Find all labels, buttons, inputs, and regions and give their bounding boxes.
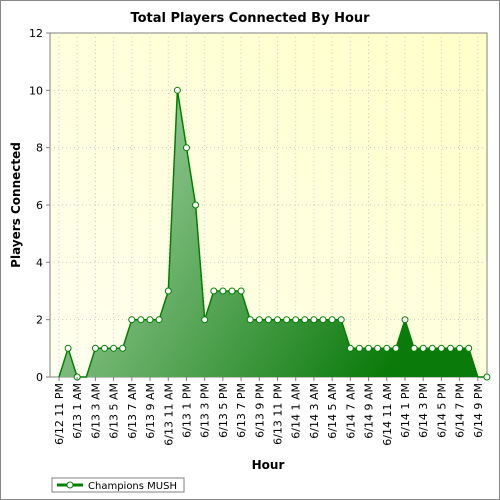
x-tick-label-4: 6/13 7 AM [126,383,139,439]
data-point-39 [410,344,418,352]
x-tick-label-9: 6/13 5 PM [217,383,230,438]
data-point-26 [292,316,300,324]
data-point-7 [119,344,127,352]
y-tick-label-3: 6 [36,199,43,212]
data-point-23 [264,316,272,324]
legend-swatch-marker [66,481,74,489]
y-tick-label-1: 2 [36,314,43,327]
x-tick-label-1: 6/13 1 AM [71,383,84,439]
data-point-14 [183,144,190,152]
x-tick-label-8: 6/13 3 PM [199,383,212,438]
x-tick-label-23: 6/14 9 PM [472,383,485,438]
x-axis: 6/12 11 PM 6/13 1 AM 6/13 3 AM 6/13 5 AM 6/1… [53,377,485,446]
data-point-11 [155,316,163,324]
x-tick-label-14: 6/14 3 AM [308,383,321,439]
data-point-16 [201,316,209,324]
y-tick-label-4: 8 [36,142,43,155]
x-tick-label-20: 6/14 3 PM [417,383,430,438]
data-point-30 [328,316,336,324]
x-tick-label-2: 6/13 3 AM [89,383,102,439]
data-point-27 [301,316,309,324]
x-tick-label-15: 6/14 5 AM [326,383,339,439]
data-point-41 [428,344,436,352]
x-tick-label-21: 6/14 5 PM [435,383,448,438]
data-point-19 [228,287,236,295]
y-tick-label-0: 0 [36,371,43,384]
data-point-28 [310,316,318,324]
data-point-15 [192,201,200,209]
x-tick-label-17: 6/14 9 AM [363,383,376,439]
data-point-33 [355,344,363,352]
x-tick-label-3: 6/13 5 AM [108,383,121,439]
data-point-35 [374,344,382,352]
legend: Champions MUSH [51,477,185,493]
data-point-44 [456,344,464,352]
x-tick-label-13: 6/14 1 AM [290,383,303,439]
data-point-21 [246,316,254,324]
x-tick-label-12: 6/13 11 PM [272,383,285,445]
x-tick-label-16: 6/14 7 AM [344,383,357,439]
x-tick-label-22: 6/14 7 PM [454,383,467,438]
data-point-5 [101,344,108,352]
series-area [59,90,487,378]
data-point-32 [346,344,354,352]
data-point-1 [64,344,72,352]
data-point-9 [137,316,145,324]
data-point-36 [383,344,391,352]
y-tick-label-2: 4 [36,256,43,269]
x-tick-label-10: 6/13 7 PM [235,383,248,438]
legend-entry-champions-mush: Champions MUSH [88,481,177,492]
x-tick-label-6: 6/13 11 AM [162,383,175,446]
data-point-24 [274,316,281,324]
data-point-22 [255,316,263,324]
y-axis-title: Players Connected [9,142,23,268]
x-axis-title: Hour [252,458,285,472]
data-point-38 [401,316,409,324]
data-point-40 [419,344,427,352]
x-tick-label-5: 6/13 9 AM [144,383,157,439]
data-point-12 [164,287,172,295]
data-point-47 [483,373,491,381]
x-tick-label-0: 6/12 11 PM [53,383,66,445]
data-point-37 [392,344,400,352]
data-point-42 [437,344,445,352]
data-point-43 [447,344,454,352]
data-point-31 [337,316,345,324]
data-point-13 [173,86,181,94]
data-point-18 [219,287,227,295]
y-tick-label-5: 10 [29,84,43,97]
data-point-25 [283,316,291,324]
y-axis: 0 2 4 6 8 10 12 [29,27,50,384]
data-point-4 [91,344,99,352]
x-tick-label-18: 6/14 11 AM [381,383,394,446]
x-tick-label-19: 6/14 1 PM [399,383,412,438]
data-point-29 [319,316,327,324]
x-tick-label-11: 6/13 9 PM [253,383,266,438]
series-markers [64,86,491,381]
data-point-45 [465,344,473,352]
data-point-8 [128,316,136,324]
chart-title: Total Players Connected By Hour [130,11,370,26]
legend-box [51,477,185,493]
data-point-20 [237,287,245,295]
data-point-10 [146,316,154,324]
grid-lines [50,33,487,377]
data-point-6 [110,344,118,352]
data-point-17 [210,287,218,295]
y-tick-label-6: 12 [29,27,43,40]
x-tick-label-7: 6/13 1 PM [181,383,194,438]
data-point-34 [365,344,372,352]
